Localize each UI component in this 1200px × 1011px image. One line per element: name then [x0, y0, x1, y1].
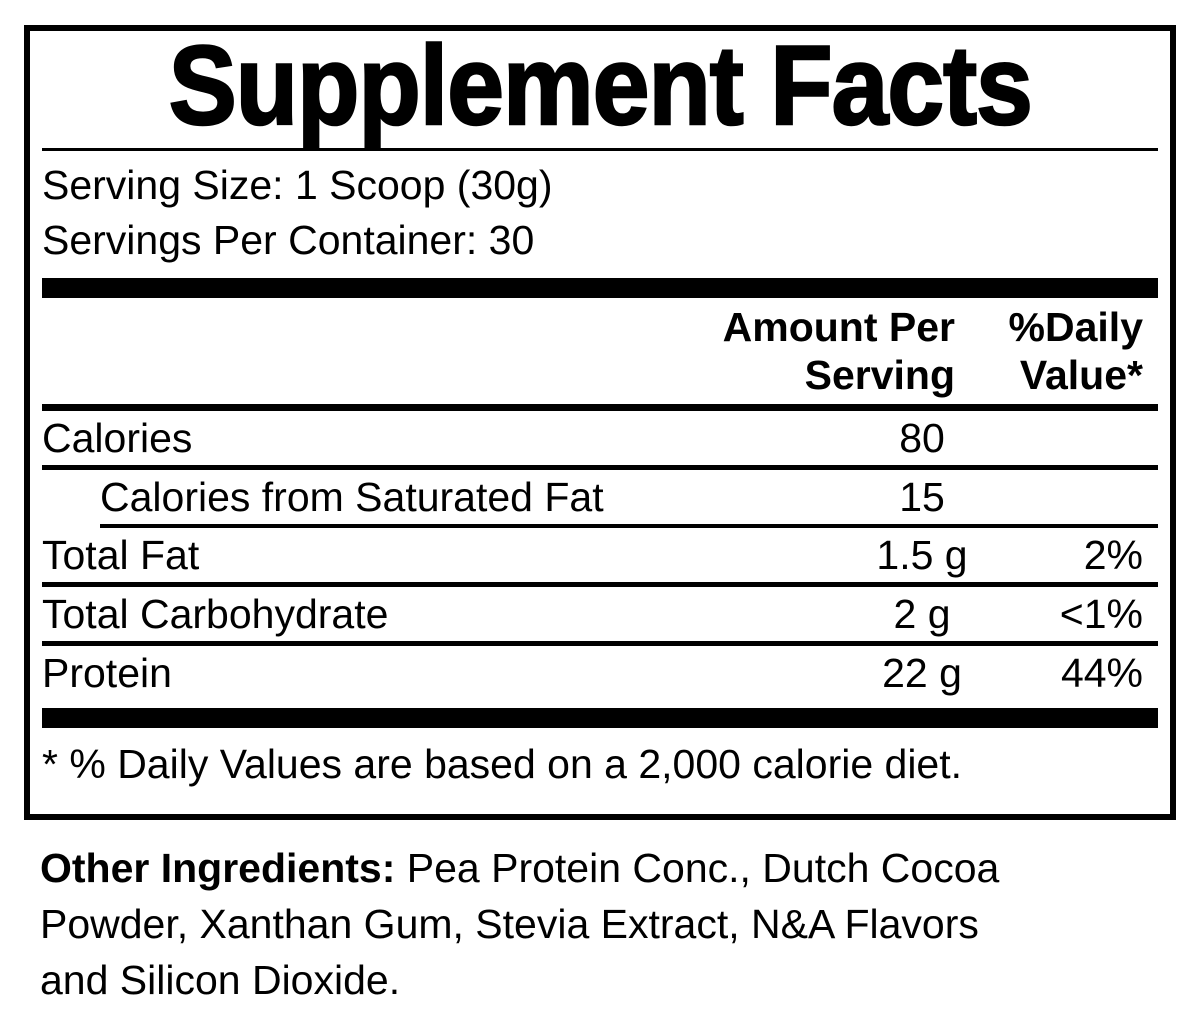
title-wrap: Supplement Facts — [42, 23, 1158, 148]
ingredients-line-1-text: Pea Protein Conc., Dutch Cocoa — [395, 845, 1000, 891]
servings-per-container-text: Servings Per Container: 30 — [42, 217, 535, 263]
ingredients-line-3: and Silicon Dioxide. — [40, 957, 401, 1003]
divider-under-title — [42, 148, 1158, 151]
row-dv: 44% — [1060, 650, 1143, 696]
dv-header-line2: Value* — [1019, 352, 1143, 398]
amount-header-line1: Amount Per — [722, 304, 955, 350]
table-row-calories-from-saturated-fat: Calories from Saturated Fat 15 — [42, 470, 1158, 524]
supplement-facts-panel: Supplement Facts Serving Size: 1 Scoop (… — [24, 25, 1176, 820]
thick-bar-bottom — [42, 708, 1158, 728]
ingredients-line-2: Powder, Xanthan Gum, Stevia Extract, N&A… — [40, 901, 979, 947]
divider-row-indented — [100, 524, 1158, 528]
row-label: Calories — [42, 415, 193, 461]
row-amount: 15 — [899, 474, 945, 520]
other-ingredients-label: Other Ingredients: — [40, 845, 396, 891]
table-row-total-carbohydrate: Total Carbohydrate 2 g <1% — [42, 587, 1158, 641]
table-row-calories: Calories 80 — [42, 411, 1158, 465]
thick-bar-top — [42, 278, 1158, 298]
daily-value-footnote: * % Daily Values are based on a 2,000 ca… — [42, 741, 963, 787]
row-label: Total Fat — [42, 532, 200, 578]
row-amount: 22 g — [882, 650, 962, 696]
daily-value-header: %Daily Value* — [970, 303, 1158, 399]
divider-under-header — [42, 404, 1158, 411]
serving-size-text: Serving Size: 1 Scoop (30g) — [42, 162, 553, 208]
row-amount: 1.5 g — [876, 532, 968, 578]
row-amount: 2 g — [893, 591, 951, 637]
divider-row — [42, 641, 1158, 646]
amount-per-serving-header: Amount Per Serving — [42, 303, 970, 399]
page-title: Supplement Facts — [167, 23, 1033, 148]
row-label: Calories from Saturated Fat — [100, 474, 604, 520]
amount-header-line2: Serving — [804, 352, 955, 398]
serving-info: Serving Size: 1 Scoop (30g) Servings Per… — [42, 151, 1158, 278]
ingredients-line-1: Other Ingredients: Pea Protein Conc., Du… — [40, 840, 1160, 896]
row-dv: <1% — [1059, 591, 1143, 637]
dv-header-line1: %Daily — [1008, 304, 1143, 350]
row-label: Total Carbohydrate — [42, 591, 389, 637]
table-row-total-fat: Total Fat 1.5 g 2% — [42, 528, 1158, 582]
row-amount: 80 — [899, 415, 945, 461]
row-label: Protein — [42, 650, 172, 696]
divider-row — [42, 582, 1158, 587]
table-row-protein: Protein 22 g 44% — [42, 646, 1158, 708]
row-dv: 2% — [1083, 532, 1143, 578]
divider-row — [42, 465, 1158, 470]
column-header-row: Amount Per Serving %Daily Value* — [42, 298, 1158, 404]
other-ingredients: Other Ingredients: Pea Protein Conc., Du… — [40, 840, 1160, 1008]
